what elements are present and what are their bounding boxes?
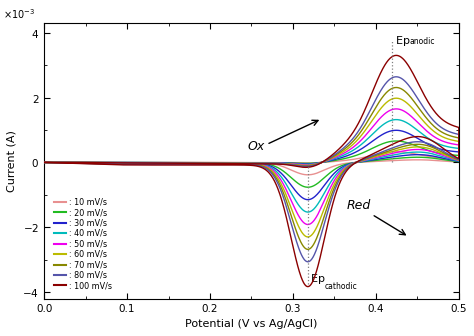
Text: cathodic: cathodic [324,282,357,291]
Text: $\mathregular{Ep}$: $\mathregular{Ep}$ [310,272,326,286]
Y-axis label: Current (A): Current (A) [7,130,17,192]
X-axis label: Potential (V vs Ag/AgCl): Potential (V vs Ag/AgCl) [185,319,318,329]
Text: anodic: anodic [409,37,435,46]
Text: Ox: Ox [247,140,264,153]
Legend: : 10 mV/s, : 20 mV/s, : 30 mV/s, : 40 mV/s, : 50 mV/s, : 60 mV/s, : 70 mV/s, : 8: : 10 mV/s, : 20 mV/s, : 30 mV/s, : 40 mV… [52,196,114,292]
Text: $\mathregular{Ep}$: $\mathregular{Ep}$ [395,34,410,48]
Text: Red: Red [347,200,371,212]
